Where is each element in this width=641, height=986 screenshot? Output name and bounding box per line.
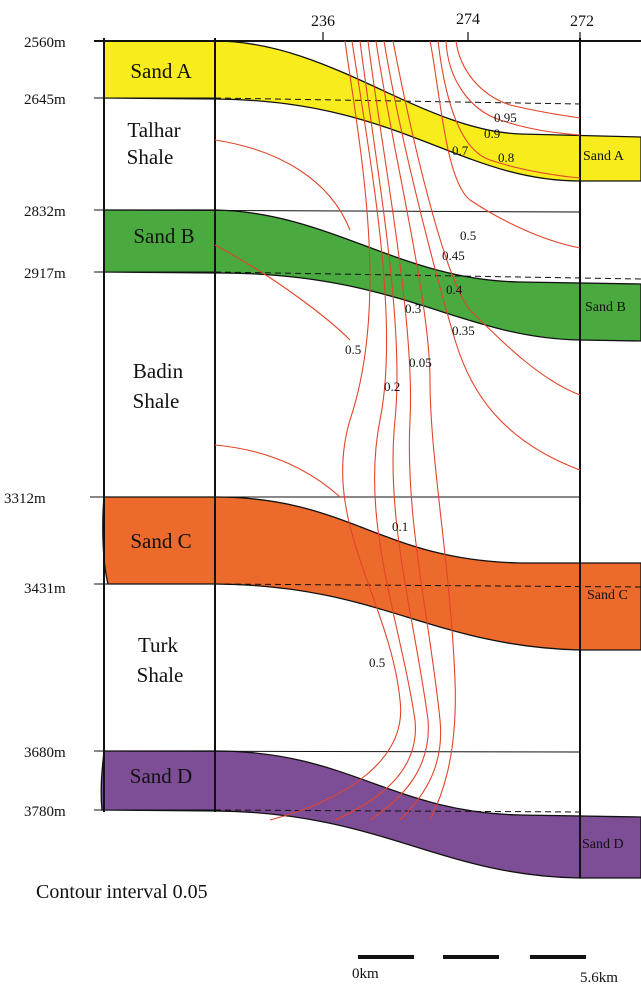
contour-label: 0.95 — [494, 110, 517, 125]
well-label-274: 274 — [456, 11, 480, 28]
sand-b-layer — [103, 209, 641, 342]
contour-label: 0.5 — [345, 342, 361, 357]
talhar-label-line1: Talhar — [127, 118, 180, 142]
depth-label-3312: 3312m — [4, 491, 46, 507]
depth-label-2917: 2917m — [24, 266, 66, 282]
right-sand-b-label: Sand B — [585, 300, 626, 315]
contour-label: 0.9 — [484, 126, 500, 141]
turk-label-line2: Shale — [137, 663, 184, 687]
depth-label-3431: 3431m — [24, 581, 66, 597]
depth-label-2832: 2832m — [24, 204, 66, 220]
badin-label-line1: Badin — [133, 359, 184, 383]
badin-label-line2: Shale — [133, 389, 180, 413]
contour-label: 0.45 — [442, 248, 465, 263]
contour-label: 0.5 — [460, 228, 476, 243]
talhar-label-line2: Shale — [127, 145, 174, 169]
depth-label-3780: 3780m — [24, 804, 66, 820]
well-ticks — [322, 32, 581, 41]
sand-d-label: Sand D — [130, 764, 192, 788]
turk-label-line1: Turk — [138, 633, 179, 657]
contour-label: 0.4 — [446, 282, 463, 297]
well-label-236: 236 — [311, 13, 335, 30]
contour-label: 0.2 — [384, 379, 400, 394]
scale-end-label: 5.6km — [580, 970, 618, 986]
depth-label-3680: 3680m — [24, 745, 66, 761]
right-sand-a-label: Sand A — [583, 149, 625, 164]
right-sand-c-label: Sand C — [587, 588, 628, 603]
depth-label-2560: 2560m — [24, 35, 66, 51]
sand-b-label: Sand B — [133, 224, 194, 248]
sand-c-layer — [102, 496, 641, 651]
contour-label: 0.7 — [452, 143, 469, 158]
contour-interval-note: Contour interval 0.05 — [36, 881, 208, 903]
contour-label: 0.8 — [498, 150, 514, 165]
contour-label: 0.5 — [369, 655, 385, 670]
well-label-272: 272 — [570, 13, 594, 30]
contour-label: 0.35 — [452, 323, 475, 338]
right-sand-d-label: Sand D — [582, 837, 624, 852]
contour-lines — [214, 40, 581, 821]
sand-c-label: Sand C — [130, 529, 191, 553]
depth-lines — [90, 40, 641, 813]
contour-label: 0.1 — [392, 519, 408, 534]
scale-start-label: 0km — [352, 966, 379, 982]
depth-label-2645: 2645m — [24, 92, 66, 108]
contour-label: 0.3 — [405, 301, 421, 316]
sand-a-label: Sand A — [130, 59, 192, 83]
contour-label: 0.05 — [409, 355, 432, 370]
